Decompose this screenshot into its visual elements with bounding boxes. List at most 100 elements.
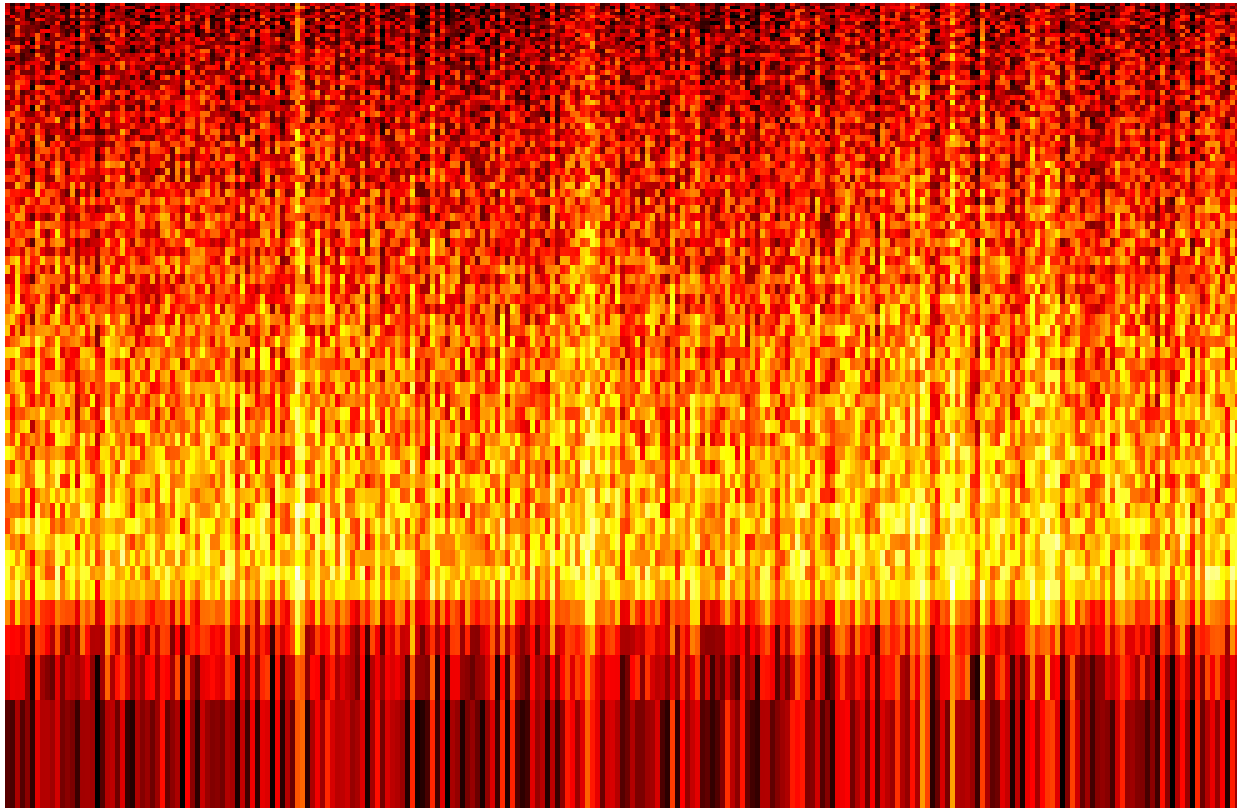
pixel-cell [110, 57, 115, 61]
pixel-cell [915, 70, 920, 75]
pixel-cell [785, 25, 790, 29]
pixel-cell [515, 9, 520, 12]
pixel-cell [880, 65, 885, 70]
pixel-cell [925, 18, 930, 21]
pixel-cell [1170, 57, 1175, 61]
pixel-cell [225, 70, 230, 75]
pixel-cell [580, 49, 585, 53]
pixel-cell [1045, 21, 1050, 25]
pixel-cell [610, 6, 615, 9]
pixel-cell [965, 18, 970, 21]
pixel-cell [70, 45, 75, 49]
pixel-cell [935, 49, 940, 53]
pixel-cell [935, 33, 940, 37]
pixel-cell [630, 3, 635, 6]
pixel-cell [1050, 65, 1055, 70]
pixel-cell [1235, 75, 1237, 80]
pixel-cell [310, 65, 315, 70]
pixel-cell [45, 53, 50, 57]
pixel-cell [840, 3, 845, 6]
pixel-cell [565, 53, 570, 57]
pixel-cell [1090, 3, 1095, 6]
pixel-cell [550, 49, 555, 53]
pixel-cell [95, 29, 100, 33]
pixel-cell [175, 9, 180, 12]
pixel-cell [675, 9, 680, 12]
pixel-cell [425, 3, 430, 6]
pixel-cell [180, 61, 185, 65]
pixel-cell [1195, 49, 1200, 53]
pixel-cell [925, 57, 930, 61]
pixel-cell [1220, 70, 1225, 75]
pixel-cell [655, 65, 660, 70]
pixel-cell [35, 18, 40, 21]
pixel-cell [215, 3, 220, 6]
pixel-cell [525, 25, 530, 29]
pixel-cell [1055, 70, 1060, 75]
pixel-cell [820, 45, 825, 49]
pixel-cell [1210, 9, 1215, 12]
pixel-cell [945, 3, 950, 6]
pixel-cell [790, 45, 795, 49]
pixel-cell [615, 29, 620, 33]
pixel-cell [370, 61, 375, 65]
pixel-cell [805, 6, 810, 9]
pixel-cell [915, 75, 920, 80]
pixel-cell [995, 61, 1000, 65]
pixel-cell [500, 65, 505, 70]
pixel-cell [525, 12, 530, 15]
pixel-cell [440, 65, 445, 70]
pixel-cell [1075, 33, 1080, 37]
pixel-cell [275, 21, 280, 25]
pixel-cell [755, 37, 760, 41]
pixel-cell [1130, 33, 1135, 37]
pixel-cell [960, 25, 965, 29]
pixel-cell [1090, 29, 1095, 33]
pixel-cell [670, 29, 675, 33]
pixel-cell [670, 65, 675, 70]
pixel-cell [740, 45, 745, 49]
pixel-cell [395, 21, 400, 25]
pixel-cell [935, 57, 940, 61]
pixel-cell [220, 6, 225, 9]
pixel-cell [1125, 3, 1130, 6]
pixel-cell [45, 15, 50, 18]
pixel-cell [535, 70, 540, 75]
pixel-cell [115, 6, 120, 9]
pixel-cell [120, 37, 125, 41]
pixel-cell [940, 65, 945, 70]
pixel-cell [810, 41, 815, 45]
pixel-cell [720, 65, 725, 70]
pixel-cell [1235, 37, 1237, 41]
pixel-cell [405, 18, 410, 21]
pixel-cell [255, 37, 260, 41]
pixel-cell [900, 9, 905, 12]
pixel-cell [720, 12, 725, 15]
pixel-cell [1190, 37, 1195, 41]
pixel-cell [1120, 57, 1125, 61]
pixel-cell [335, 45, 340, 49]
pixel-cell [350, 37, 355, 41]
pixel-cell [605, 75, 610, 80]
pixel-cell [135, 49, 140, 53]
pixel-cell [525, 37, 530, 41]
pixel-cell [70, 37, 75, 41]
pixel-cell [830, 70, 835, 75]
pixel-cell [305, 65, 310, 70]
pixel-cell [1185, 25, 1190, 29]
pixel-cell [145, 18, 150, 21]
pixel-cell [770, 45, 775, 49]
pixel-cell [900, 37, 905, 41]
pixel-cell [20, 75, 25, 80]
pixel-cell [1150, 57, 1155, 61]
pixel-cell [670, 70, 675, 75]
pixel-cell [560, 12, 565, 15]
pixel-cell [880, 53, 885, 57]
pixel-cell [790, 37, 795, 41]
pixel-cell [1085, 49, 1090, 53]
pixel-cell [970, 70, 975, 75]
pixel-cell [1085, 18, 1090, 21]
pixel-cell [140, 37, 145, 41]
pixel-cell [325, 25, 330, 29]
pixel-cell [1040, 3, 1045, 6]
